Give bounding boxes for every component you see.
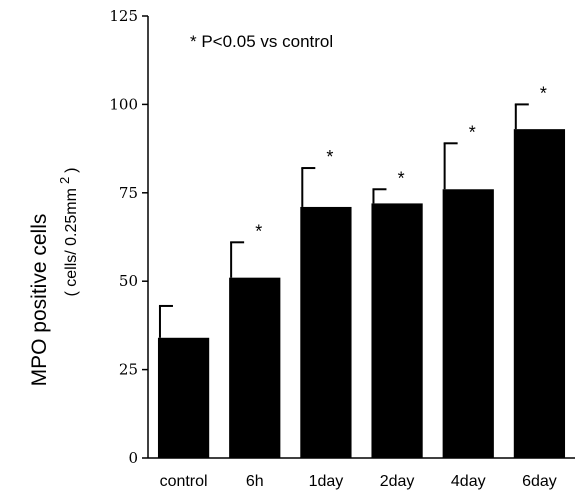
bar-4day bbox=[442, 189, 494, 458]
bar-6day bbox=[513, 129, 566, 459]
y-tick-label: 100 bbox=[109, 95, 138, 113]
x-tick-label-6day: 6day bbox=[522, 473, 557, 490]
y-tick-label: 75 bbox=[119, 184, 138, 202]
significance-markers: * * * * * bbox=[255, 83, 547, 241]
y-axis-unit-superscript: 2 bbox=[57, 177, 72, 184]
y-axis-unit-prefix: ( cells/ 0.25mm bbox=[63, 188, 80, 296]
bar-1day bbox=[300, 206, 352, 458]
significance-star-6h: * bbox=[255, 221, 262, 241]
significance-annotation: * P<0.05 vs control bbox=[190, 32, 333, 51]
y-tick-label: 0 bbox=[128, 449, 138, 467]
x-axis-labels: control 6h 1day 2day 4day 6day bbox=[160, 473, 557, 490]
x-tick-label-4day: 4day bbox=[451, 473, 486, 490]
y-axis-unit-suffix: ) bbox=[63, 167, 80, 172]
x-tick-label-control: control bbox=[160, 473, 208, 490]
x-tick-label-6h: 6h bbox=[246, 473, 264, 490]
significance-star-6day: * bbox=[540, 83, 547, 103]
significance-star-1day: * bbox=[326, 147, 333, 167]
bar-6h bbox=[229, 277, 281, 458]
significance-star-2day: * bbox=[398, 168, 405, 188]
y-axis-title: MPO positive cells bbox=[28, 214, 51, 387]
significance-star-4day: * bbox=[469, 122, 476, 142]
error-bars bbox=[158, 103, 529, 338]
x-tick-label-2day: 2day bbox=[380, 473, 415, 490]
y-tick-label: 25 bbox=[119, 361, 138, 379]
y-axis-unit: ( cells/ 0.25mm 2) bbox=[57, 167, 80, 296]
bar-control bbox=[157, 337, 210, 458]
y-axis-ticks: 0 25 50 75 100 125 bbox=[109, 7, 148, 467]
bar-2day bbox=[371, 203, 423, 458]
x-tick-label-1day: 1day bbox=[309, 473, 344, 490]
y-tick-label: 125 bbox=[109, 7, 138, 25]
bars bbox=[157, 129, 566, 459]
y-tick-label: 50 bbox=[119, 272, 138, 290]
